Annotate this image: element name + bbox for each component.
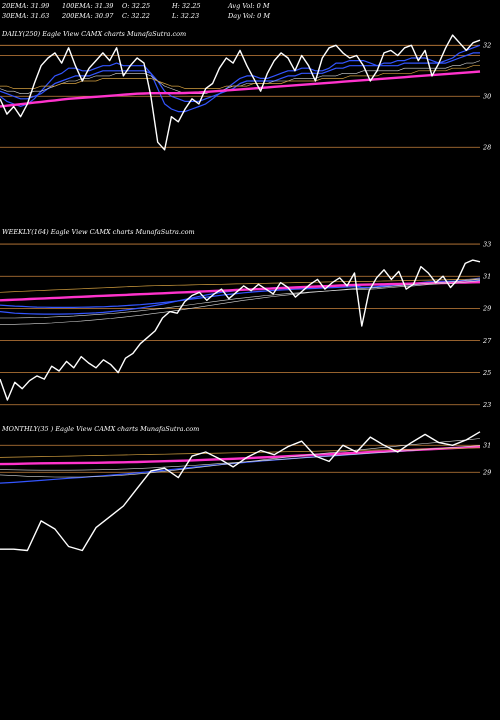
panel-title: WEEKLY(164) Eagle View CAMX charts Munaf… bbox=[2, 228, 195, 236]
panel-title: DAILY(250) Eagle View CAMX charts Munafa… bbox=[1, 30, 186, 38]
y-tick-label: 25 bbox=[482, 369, 491, 377]
chart-panel-2: MONTHLY(35 ) Eagle View CAMX charts Muna… bbox=[0, 425, 491, 552]
header-avg-vol: Avg Vol: 0 M bbox=[228, 2, 270, 10]
y-tick-label: 31 bbox=[483, 442, 491, 450]
y-tick-label: 29 bbox=[482, 305, 491, 313]
series-line-price-0 bbox=[0, 34, 481, 151]
header-low: L: 32.23 bbox=[172, 12, 200, 20]
chart-panel-0: DAILY(250) Eagle View CAMX charts Munafa… bbox=[0, 30, 491, 152]
series-line-magenta-5 bbox=[0, 70, 481, 108]
y-tick-label: 27 bbox=[482, 337, 492, 345]
panel-title: MONTHLY(35 ) Eagle View CAMX charts Muna… bbox=[1, 425, 199, 433]
y-tick-label: 31 bbox=[483, 273, 491, 281]
y-tick-label: 28 bbox=[482, 144, 491, 152]
series-line-blue-2 bbox=[0, 279, 481, 308]
y-tick-label: 30 bbox=[483, 93, 491, 101]
header-day-vol: Day Vol: 0 M bbox=[228, 12, 271, 20]
series-line-pale-6 bbox=[0, 279, 481, 325]
header-ema100: 100EMA: 31.39 bbox=[62, 2, 114, 10]
y-tick-label: 29 bbox=[482, 469, 491, 477]
series-line-gold-4 bbox=[0, 65, 480, 89]
y-tick-label: 23 bbox=[482, 401, 491, 409]
header-ema30: 30EMA: 31.63 bbox=[2, 12, 50, 20]
series-line-blue-1 bbox=[0, 44, 481, 113]
header-ema200: 200EMA: 30.97 bbox=[62, 12, 114, 20]
series-line-price-0 bbox=[0, 259, 481, 401]
chart-panel-1: WEEKLY(164) Eagle View CAMX charts Munaf… bbox=[0, 228, 492, 409]
y-tick-label: 32 bbox=[483, 42, 491, 50]
header-open: O: 32.25 bbox=[122, 2, 151, 10]
series-line-gold-3 bbox=[0, 447, 481, 458]
header-ema20: 20EMA: 31.99 bbox=[2, 2, 50, 10]
series-line-price-0 bbox=[0, 431, 481, 552]
header-high: H: 32.25 bbox=[172, 2, 201, 10]
y-tick-label: 33 bbox=[483, 240, 491, 248]
series-line-gold-4 bbox=[0, 278, 481, 293]
header-close: C: 32.22 bbox=[122, 12, 150, 20]
series-line-pale-5 bbox=[0, 280, 481, 319]
